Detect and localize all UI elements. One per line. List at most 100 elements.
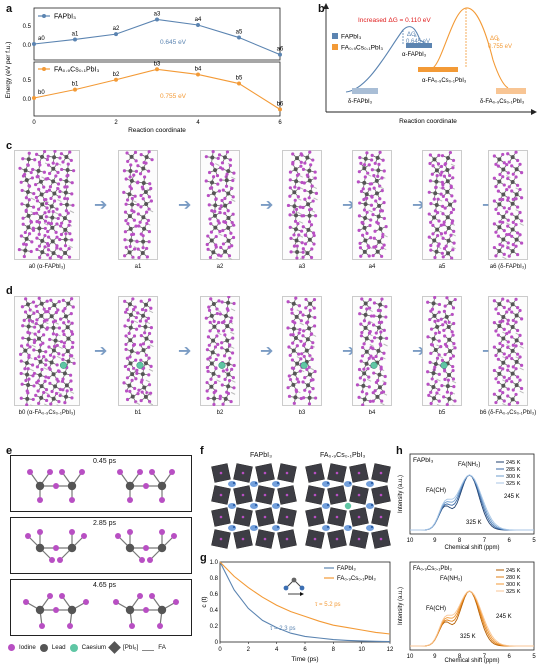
pa-bottom-label-4: b4 [195,66,202,72]
panel-c-arrow-0: ➔ [94,197,108,214]
ph-top-ticks-xtick-4: 6 [508,538,512,544]
panel-g-ytick-5: 1.0 [210,560,219,566]
panel-c-label-6: a6 (δ-FAPbI₃) [489,264,527,270]
panel-g-ytick-2: 0.4 [210,608,219,614]
panel-a-bottom-frame [33,61,281,117]
ph-bot-ticks-xtick-0: 10 [407,654,414,660]
panel-c-structure-4 [352,150,392,260]
panel-b-xlabel: Reaction coordinate [399,118,457,125]
panel-e-molecule-1 [27,469,175,503]
panel-d-structure-0 [14,296,80,406]
ph-bot-legend-temp-1: 280 K [506,575,521,581]
ph-bot-ticks-xtick-4: 6 [508,654,512,660]
ph-bot-legend-temp-3: 325 K [506,589,521,595]
pa-top-point-5 [237,35,241,40]
panel-h-top-nh2: FA(NH₂) [458,462,480,468]
panel-b-dg-right-label: ΔG [490,36,499,42]
panel-b-delta-fa-level [352,88,378,94]
ph-bot-ticks-xtick-5: 5 [532,654,536,660]
panel-e-molecule-2 [25,529,177,563]
panel-a-xtick-1: 2 [114,120,118,126]
panel-letter-e: e [6,445,13,457]
ph-bot-ticks-xtick-3: 7 [483,654,487,660]
pa-bottom-label-5: b5 [236,76,243,82]
panel-a-top-series: a0 a1 a2 a3 a4 a5 a6 [32,11,284,57]
panel-a-xtick-0: 0 [32,120,36,126]
pa-bottom-line [33,68,281,110]
panel-g-legend-fa: FAPbI₃ [337,566,356,572]
panel-letter-b: b [318,3,325,15]
panel-b-alpha-fa-level [406,43,432,48]
panel-b-legend-facs-swatch [332,44,338,50]
panel-b-delta-facs-level [496,88,526,94]
panel-b-alpha-facs-level [418,67,458,72]
panel-e-frame-1: 0.45 ps [10,455,192,512]
panel-e-time-1: 0.45 ps [91,458,118,465]
panel-g-tau-fa: τ = 2.3 ps [270,626,296,632]
ph-top-ticks-xtick-0: 10 [407,538,414,544]
panel-a-top-frame [33,7,281,61]
panel-d-arrow-2: ➔ [260,343,274,360]
panel-g-ytick-3: 0.6 [210,592,219,598]
panel-g-ylabel: c (t) [201,596,208,607]
pa-bottom-label-1: b1 [72,82,79,88]
pa-top-point-6 [278,52,282,57]
panel-a-ylabel: Energy (eV per f.u.) [5,42,12,99]
ph-top-legend-temp-3: 325 K [506,481,521,487]
panel-letter-h: h [396,445,403,457]
panel-a-bottom-series: b0 b1 b2 b3 b4 b5 b6 [32,61,284,112]
panel-c-structure-6 [488,150,528,260]
ph-top-ticks-xtick-3: 7 [483,538,487,544]
panel-letter-d: d [6,285,13,297]
ph-top-legend-temp-2: 300 K [506,474,521,480]
panel-c-arrow-4: ➔ [412,197,426,214]
iodine-icon [8,644,15,651]
ph-bot-legend-temp-2: 300 K [506,582,521,588]
ph-top-legend-temp-0: 245 K [506,460,521,466]
panel-f-left-title: FAPbI₃ [250,452,272,459]
ph-bot-curves-curve-3 [410,590,534,647]
ph-top-legend-temp-1: 285 K [506,467,521,473]
panel-h-bottom-ch: FA(CH) [426,606,446,612]
panel-e-time-2: 2.85 ps [91,520,118,527]
caesium-icon [69,643,78,652]
pa-top-label-4: a4 [195,17,202,23]
panel-e-frame-2: 2.85 ps [10,517,192,574]
panel-h-top-low: 245 K [504,494,520,500]
panel-b-alpha-facs: α-FA₀.₉Cs₀.₁PbI₃ [422,78,467,84]
panel-h-top-frame [409,453,535,535]
panel-g-series-1 [219,561,391,635]
panel-a-top-annotation: 0.645 eV [160,39,187,46]
panel-d-label-1: b1 [134,410,142,416]
panel-g-chart: c (t) Time (ps) 0 2 4 6 8 10 12 0 0.2 0.4 0.6 0.8 1.… [201,560,394,663]
pa-top-point-1 [73,37,77,42]
panel-a-bottom-annotation: 0.755 eV [160,93,187,100]
pa-top-label-2: a2 [113,26,120,32]
panel-d-structure-4 [352,296,392,406]
panel-c-arrow-3: ➔ [342,197,356,214]
pa-bottom-point-4 [196,72,200,77]
panel-a-top-ytick-1: 0.0 [23,43,32,49]
panel-h-top-ch: FA(CH) [426,488,446,494]
panel-a-xlabel: Reaction coordinate [128,127,186,134]
pa-top-label-3: a3 [154,11,161,17]
legend-fa: FA [158,644,166,651]
ph-top-ticks-xtick-5: 5 [532,538,536,544]
panel-g-legend-facs: FA₀.₉Cs₀.₁PbI₃ [337,576,376,582]
panel-d-label-0: b0 (α-FA₀.₉Cs₀.₁PbI₃) [18,410,76,416]
pa-top-point-2 [114,32,118,37]
panel-e-frame-3: 4.65 ps [10,579,192,636]
panel-letter-g: g [200,552,207,564]
panel-d-structure-5 [422,296,462,406]
pa-top-label-5: a5 [236,30,243,36]
panel-f-left-lattice [210,462,298,550]
panel-c-structure-0 [14,150,80,260]
panel-b-legend-fa-swatch [332,33,338,39]
ph-bot-legend-temp-0: 245 K [506,568,521,574]
legend-caesium: Caesium [81,644,107,651]
panel-g-series-0 [219,561,391,643]
panel-a-top-ytick-0: 0.5 [23,24,32,30]
pa-top-point-4 [196,23,200,27]
panel-d-arrow-4: ➔ [412,343,426,360]
panel-g-xtick-3: 6 [303,647,307,653]
